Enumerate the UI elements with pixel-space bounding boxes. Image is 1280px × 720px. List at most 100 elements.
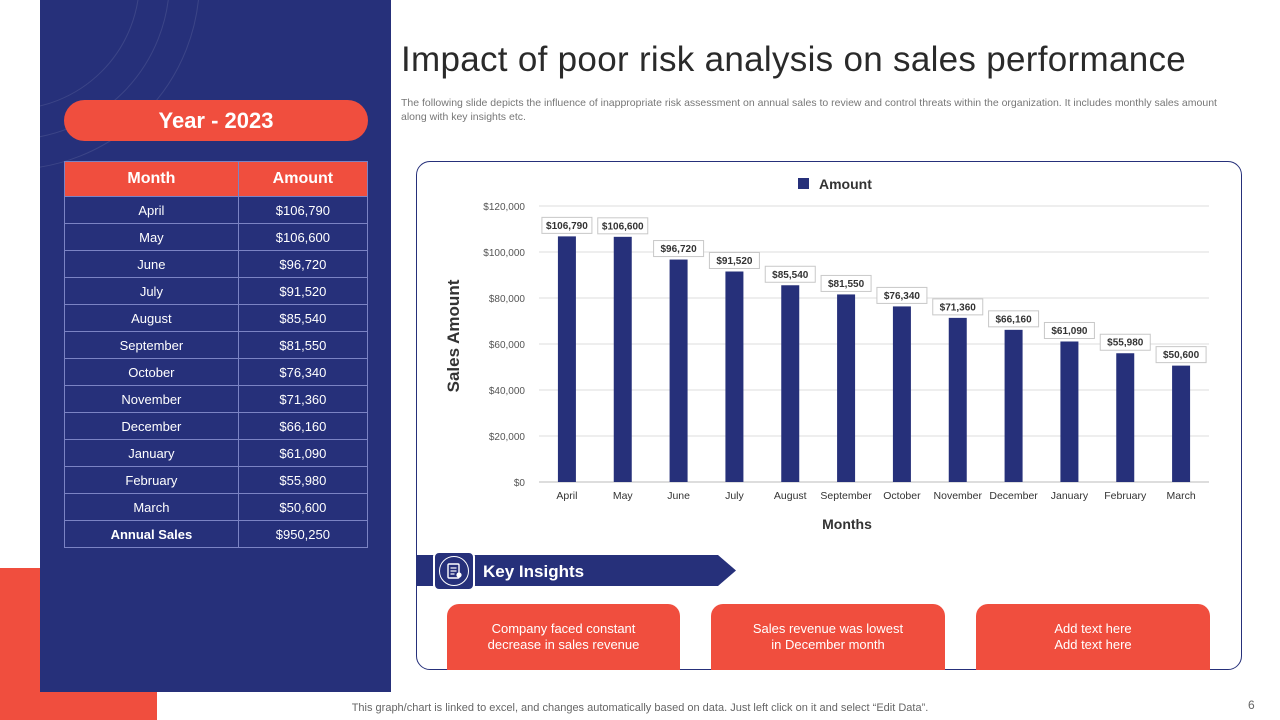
bar-december	[1004, 329, 1023, 482]
legend-label: Amount	[819, 176, 872, 192]
table-row: August $85,540	[64, 304, 369, 332]
table-row: February $55,980	[64, 466, 369, 494]
data-label-box	[541, 216, 593, 234]
data-label-box	[1099, 333, 1151, 351]
data-label-box	[708, 252, 760, 270]
table-row: April $106,790	[64, 196, 369, 224]
amount-cell: $61,090	[237, 439, 369, 467]
data-label: $85,540	[772, 270, 809, 281]
month-cell: October	[64, 358, 239, 386]
bar-august	[781, 285, 800, 482]
table-row: May $106,600	[64, 223, 369, 251]
x-tick-label: February	[1104, 490, 1147, 502]
month-cell: March	[64, 493, 239, 521]
key-insights-title: Key Insights	[483, 562, 585, 581]
data-label-box	[597, 217, 649, 235]
sidebar-panel: Year - 2023 Month Amount April $106,790 Ma…	[40, 0, 391, 692]
x-tick-label: August	[774, 490, 807, 502]
data-label-box	[988, 310, 1040, 328]
x-tick-label: July	[725, 490, 744, 502]
legend-swatch	[798, 178, 809, 189]
y-tick-label: $0	[514, 478, 526, 489]
bar-september	[837, 294, 856, 482]
data-label: $96,720	[661, 244, 698, 255]
bar-january	[1060, 341, 1079, 482]
data-label: $61,090	[1051, 326, 1088, 337]
x-axis-title: Months	[822, 516, 872, 532]
data-label: $50,600	[1163, 350, 1200, 361]
y-tick-label: $60,000	[489, 340, 526, 351]
table-header-row: Month Amount	[64, 161, 369, 197]
data-label-box	[1155, 346, 1207, 364]
bar-february	[1116, 353, 1135, 482]
table-total-row: Annual Sales $950,250	[64, 520, 369, 548]
insight-card-text: Company faced constant	[491, 621, 636, 636]
x-tick-label: June	[667, 490, 690, 502]
table-row: June $96,720	[64, 250, 369, 278]
x-tick-label: December	[989, 490, 1038, 502]
month-cell: September	[64, 331, 239, 359]
month-cell: December	[64, 412, 239, 440]
x-tick-label: March	[1166, 490, 1195, 502]
amount-cell: $55,980	[237, 466, 369, 494]
data-label-box	[653, 240, 705, 258]
amount-cell: $71,360	[237, 385, 369, 413]
y-tick-label: $80,000	[489, 294, 526, 305]
y-tick-label: $20,000	[489, 432, 526, 443]
data-label: $91,520	[716, 256, 753, 267]
insight-card-text: Add text here	[1054, 637, 1132, 652]
data-label-box	[932, 298, 984, 316]
chart-container[interactable]: $0 $20,000 $40,000 $60,000 $80,000 $100,000 $1…	[416, 161, 1242, 670]
bar-november	[948, 317, 967, 482]
amount-cell: $81,550	[237, 331, 369, 359]
month-cell: August	[64, 304, 239, 332]
table-row: September $81,550	[64, 331, 369, 359]
data-label-box	[876, 286, 928, 304]
table-row: November $71,360	[64, 385, 369, 413]
bar-march	[1172, 365, 1191, 482]
table-row: October $76,340	[64, 358, 369, 386]
data-label-box	[820, 274, 872, 292]
month-cell: April	[64, 196, 239, 224]
bar-may	[613, 236, 632, 482]
insight-card-text: Add text here	[1054, 621, 1132, 636]
amount-cell: $106,600	[237, 223, 369, 251]
header-amount: Amount	[237, 161, 369, 197]
amount-cell: $96,720	[237, 250, 369, 278]
data-label: $106,600	[602, 221, 644, 232]
insights-icon-badge	[433, 551, 475, 591]
data-label: $76,340	[884, 291, 921, 302]
data-label: $81,550	[828, 279, 865, 290]
decorative-arc	[40, 0, 200, 170]
bar-july	[725, 271, 744, 482]
table-row: December $66,160	[64, 412, 369, 440]
data-label: $106,790	[546, 221, 588, 232]
month-cell: May	[64, 223, 239, 251]
amount-cell: $66,160	[237, 412, 369, 440]
bar-chart[interactable]: $0 $20,000 $40,000 $60,000 $80,000 $100,000 $1…	[417, 162, 1243, 552]
month-cell: November	[64, 385, 239, 413]
y-tick-label: $120,000	[483, 202, 525, 213]
amount-cell: $106,790	[237, 196, 369, 224]
bar-june	[669, 259, 688, 482]
amount-cell: $91,520	[237, 277, 369, 305]
month-cell: June	[64, 250, 239, 278]
x-tick-label: November	[934, 490, 983, 502]
x-tick-label: May	[613, 490, 634, 502]
total-label-cell: Annual Sales	[64, 520, 239, 548]
bar-april	[557, 236, 576, 482]
month-cell: January	[64, 439, 239, 467]
bar-october	[892, 306, 911, 482]
sales-table: Month Amount April $106,790 May $106,600 Jun…	[64, 161, 369, 548]
data-label: $66,160	[996, 314, 1033, 325]
amount-cell: $50,600	[237, 493, 369, 521]
insight-card-text: Sales revenue was lowest	[752, 621, 904, 636]
year-pill: Year - 2023	[64, 100, 368, 141]
table-row: July $91,520	[64, 277, 369, 305]
data-label-box	[764, 265, 816, 283]
amount-cell: $76,340	[237, 358, 369, 386]
page-title: Impact of poor risk analysis on sales pe…	[401, 40, 1187, 79]
total-amount-cell: $950,250	[237, 520, 369, 548]
month-cell: February	[64, 466, 239, 494]
y-axis-title: Sales Amount	[444, 279, 463, 392]
